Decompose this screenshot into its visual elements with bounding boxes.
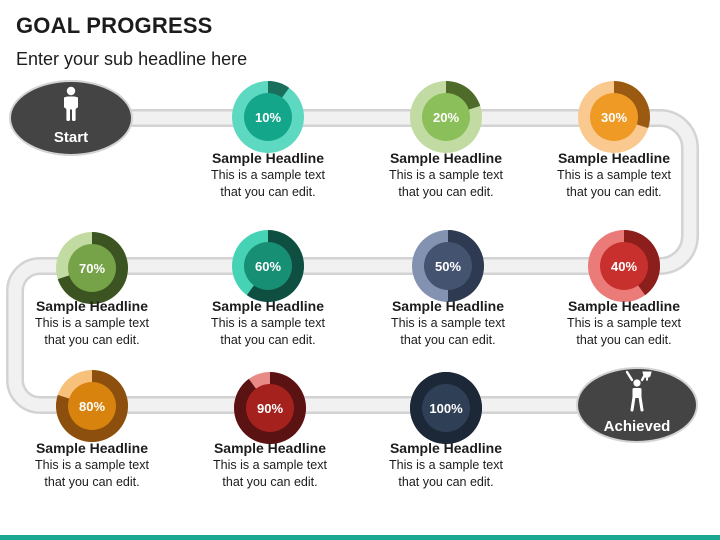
step-headline: Sample Headline <box>567 298 681 314</box>
step-headline: Sample Headline <box>557 150 671 166</box>
progress-ring-6: 60% <box>232 230 304 302</box>
trophy-person-icon <box>625 370 652 412</box>
start-label: Start <box>54 129 88 146</box>
percent-label: 90% <box>257 401 283 416</box>
step-caption-1: Sample Headline This is a sample text that… <box>188 150 348 201</box>
achieved-node: Achieved <box>576 367 698 443</box>
track <box>6 109 699 414</box>
ring-center <box>600 242 648 290</box>
step-text-line-1: This is a sample text <box>389 458 503 472</box>
ring-center <box>422 93 470 141</box>
percent-label: 40% <box>611 259 637 274</box>
step-headline: Sample Headline <box>35 298 149 314</box>
step-text-line-1: This is a sample text <box>35 316 149 330</box>
progress-ring-5: 50% <box>412 230 484 302</box>
step-caption-4: Sample Headline This is a sample text that… <box>544 298 704 349</box>
ring-center <box>244 242 292 290</box>
progress-ring-10: 100% <box>410 372 482 444</box>
step-text-line-2: that you can edit. <box>220 333 316 347</box>
step-text-line-1: This is a sample text <box>557 168 671 182</box>
step-text-line-1: This is a sample text <box>389 168 503 182</box>
step-text-line-2: that you can edit. <box>398 475 494 489</box>
progress-ring-4: 40% <box>588 230 661 302</box>
ring-center <box>68 382 116 430</box>
step-text-line-2: that you can edit. <box>222 475 318 489</box>
step-caption-8: Sample Headline This is a sample text that… <box>12 440 172 491</box>
step-caption-2: Sample Headline This is a sample text that… <box>366 150 526 201</box>
percent-label: 50% <box>435 259 461 274</box>
achieved-label: Achieved <box>604 418 671 435</box>
step-caption-6: Sample Headline This is a sample text that… <box>188 298 348 349</box>
step-text-line-2: that you can edit. <box>44 333 140 347</box>
step-caption-9: Sample Headline This is a sample text that… <box>190 440 350 491</box>
ring-center <box>68 244 116 292</box>
percent-label: 100% <box>429 401 463 416</box>
step-headline: Sample Headline <box>35 440 149 456</box>
percent-label: 60% <box>255 259 281 274</box>
page-title: GOAL PROGRESS <box>16 13 213 38</box>
page-subtitle: Enter your sub headline here <box>16 49 248 69</box>
step-headline: Sample Headline <box>389 440 503 456</box>
step-text-line-2: that you can edit. <box>400 333 496 347</box>
ring-center <box>422 384 470 432</box>
ring-center <box>590 93 638 141</box>
progress-ring-9: 90% <box>234 372 307 445</box>
progress-ring-7: 70% <box>56 232 129 304</box>
step-text-line-2: that you can edit. <box>220 185 316 199</box>
percent-label: 70% <box>79 261 105 276</box>
step-headline: Sample Headline <box>389 150 503 166</box>
step-caption-10: Sample Headline This is a sample text that… <box>366 440 526 491</box>
progress-ring-1: 10% <box>232 81 304 153</box>
step-text-line-1: This is a sample text <box>567 316 681 330</box>
ring-center <box>246 384 294 432</box>
progress-ring-2: 20% <box>410 81 482 153</box>
step-text-line-2: that you can edit. <box>576 333 672 347</box>
percent-label: 80% <box>79 399 105 414</box>
percent-label: 20% <box>433 110 459 125</box>
step-text-line-1: This is a sample text <box>211 316 325 330</box>
step-text-line-1: This is a sample text <box>213 458 327 472</box>
step-caption-5: Sample Headline This is a sample text that… <box>368 298 528 349</box>
progress-ring-3: 30% <box>578 81 650 153</box>
ring-center <box>244 93 292 141</box>
person-icon <box>64 86 78 121</box>
ring-center <box>424 242 472 290</box>
step-headline: Sample Headline <box>211 298 325 314</box>
step-headline: Sample Headline <box>211 150 325 166</box>
step-text-line-2: that you can edit. <box>566 185 662 199</box>
percent-label: 10% <box>255 110 281 125</box>
step-text-line-2: that you can edit. <box>44 475 140 489</box>
percent-label: 30% <box>601 110 627 125</box>
step-text-line-1: This is a sample text <box>211 168 325 182</box>
step-text-line-1: This is a sample text <box>391 316 505 330</box>
progress-ring-8: 80% <box>56 370 129 443</box>
step-caption-3: Sample Headline This is a sample text that… <box>534 150 694 201</box>
start-node: Start <box>9 80 133 156</box>
step-headline: Sample Headline <box>391 298 505 314</box>
step-text-line-1: This is a sample text <box>35 458 149 472</box>
step-caption-7: Sample Headline This is a sample text that… <box>12 298 172 349</box>
step-text-line-2: that you can edit. <box>398 185 494 199</box>
footer-bar <box>0 535 720 540</box>
step-headline: Sample Headline <box>213 440 327 456</box>
